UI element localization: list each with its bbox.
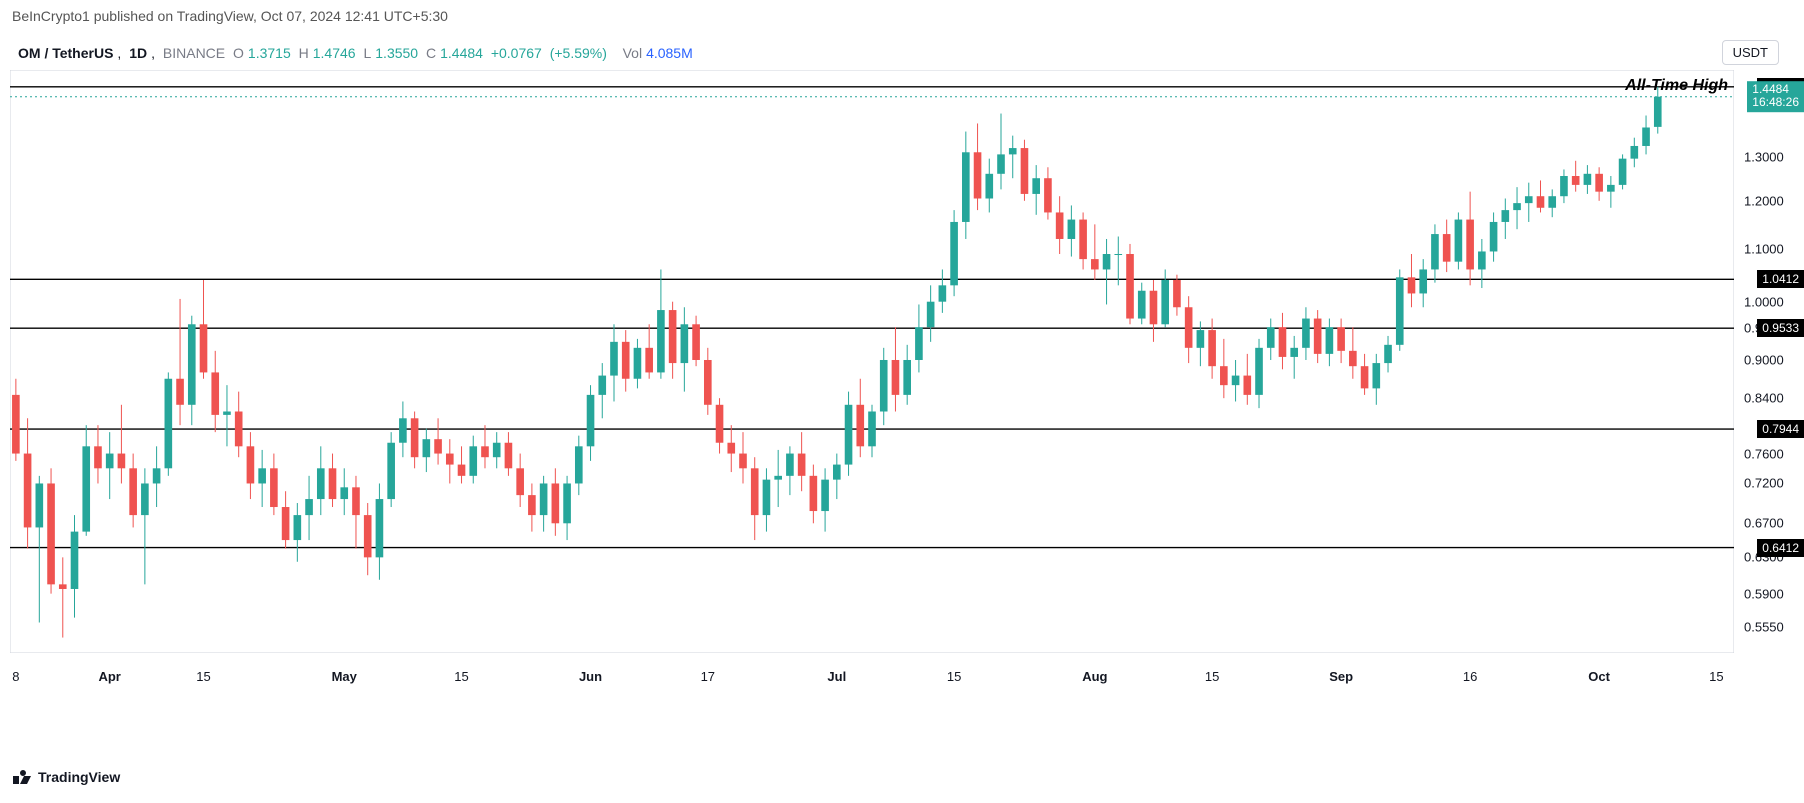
- change-pct: (+5.59%): [550, 45, 607, 61]
- price-tick: 0.9000: [1744, 352, 1784, 367]
- tradingview-text: TradingView: [38, 769, 120, 785]
- publish-line: BeInCrypto1 published on TradingView, Oc…: [12, 8, 448, 24]
- ath-annotation: All-Time High: [1625, 77, 1728, 95]
- time-tick: 15: [454, 669, 468, 684]
- time-tick: Oct: [1588, 669, 1610, 684]
- time-tick: 16: [1463, 669, 1477, 684]
- time-tick: Aug: [1082, 669, 1107, 684]
- price-tick: 0.8400: [1744, 391, 1784, 406]
- change-value: +0.0767: [491, 45, 542, 61]
- close-label: C: [426, 45, 436, 61]
- time-tick: Jul: [827, 669, 846, 684]
- low-label: L: [363, 45, 371, 61]
- price-axis[interactable]: 0.55500.59000.63000.67000.72000.76000.84…: [1734, 70, 1804, 653]
- time-tick: 17: [701, 669, 715, 684]
- price-flag: 1.448416:48:26: [1747, 81, 1804, 113]
- exchange: BINANCE: [163, 45, 225, 61]
- time-tick: 8: [12, 669, 19, 684]
- root: BeInCrypto1 published on TradingView, Oc…: [0, 0, 1804, 803]
- high-value: 1.4746: [313, 45, 356, 61]
- interval[interactable]: 1D: [129, 45, 147, 61]
- vol-label: Vol: [623, 45, 642, 61]
- time-tick: May: [332, 669, 357, 684]
- symbol-pair[interactable]: OM / TetherUS: [18, 45, 113, 61]
- chart-pane[interactable]: All-Time High: [10, 70, 1734, 653]
- high-label: H: [299, 45, 309, 61]
- price-tick: 1.2000: [1744, 193, 1784, 208]
- time-tick: 15: [947, 669, 961, 684]
- tradingview-logo[interactable]: TradingView: [12, 769, 120, 785]
- tradingview-icon: [12, 770, 32, 784]
- time-tick: 15: [1709, 669, 1723, 684]
- price-tick: 0.6700: [1744, 516, 1784, 531]
- price-tick: 1.0000: [1744, 294, 1784, 309]
- price-tick: 1.3000: [1744, 149, 1784, 164]
- h-line-price-flag: 0.9533: [1757, 319, 1804, 337]
- h-line-price-flag: 1.0412: [1757, 270, 1804, 288]
- legend-line: OM / TetherUS, 1D, BINANCE O1.3715 H1.47…: [18, 45, 697, 61]
- quote-currency-button[interactable]: USDT: [1722, 40, 1779, 65]
- time-tick: 15: [1205, 669, 1219, 684]
- close-value: 1.4484: [440, 45, 483, 61]
- time-tick: Apr: [98, 669, 120, 684]
- price-tick: 0.5900: [1744, 586, 1784, 601]
- time-axis[interactable]: 8 Apr 15 May 15 Jun 17 Jul 15 Aug 15 Sep 16 Oct 15: [10, 663, 1734, 693]
- price-tick: 0.7200: [1744, 476, 1784, 491]
- price-tick: 1.1000: [1744, 241, 1784, 256]
- price-tick: 0.7600: [1744, 446, 1784, 461]
- price-tick: 0.5550: [1744, 620, 1784, 635]
- low-value: 1.3550: [375, 45, 418, 61]
- open-label: O: [233, 45, 244, 61]
- h-line-price-flag: 0.7944: [1757, 420, 1804, 438]
- time-tick: Sep: [1329, 669, 1353, 684]
- chart-svg: [10, 70, 1734, 653]
- time-tick: Jun: [579, 669, 602, 684]
- time-tick: 15: [196, 669, 210, 684]
- vol-value: 4.085M: [646, 45, 693, 61]
- h-line-price-flag: 0.6412: [1757, 539, 1804, 557]
- open-value: 1.3715: [248, 45, 291, 61]
